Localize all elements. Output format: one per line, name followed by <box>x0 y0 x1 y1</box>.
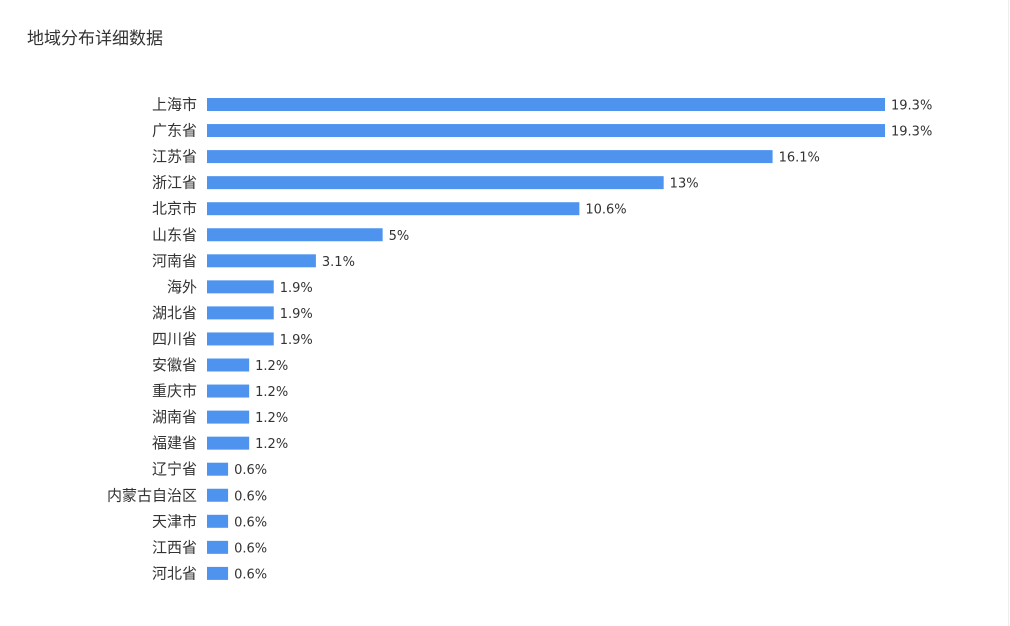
category-label: 安徽省 <box>152 356 197 374</box>
category-label: 重庆市 <box>152 382 197 400</box>
category-label: 天津市 <box>152 512 197 530</box>
bar[interactable] <box>207 280 274 294</box>
bar[interactable] <box>207 410 250 424</box>
category-label: 河南省 <box>152 252 197 270</box>
category-label: 内蒙古自治区 <box>107 486 197 504</box>
category-label: 江西省 <box>152 538 197 556</box>
category-label: 湖北省 <box>152 304 197 322</box>
bar[interactable] <box>207 384 250 398</box>
bar[interactable] <box>207 254 316 268</box>
value-label: 1.9% <box>280 307 313 322</box>
value-label: 0.6% <box>234 515 267 530</box>
category-label: 辽宁省 <box>152 460 197 478</box>
bar[interactable] <box>207 514 229 528</box>
value-label: 3.1% <box>322 255 355 270</box>
bar[interactable] <box>207 332 274 346</box>
value-label: 1.9% <box>280 333 313 348</box>
bar[interactable] <box>207 358 250 372</box>
bar[interactable] <box>207 150 773 164</box>
value-label: 1.9% <box>280 281 313 296</box>
category-label: 浙江省 <box>152 174 197 192</box>
bar[interactable] <box>207 540 229 554</box>
value-label: 1.2% <box>255 385 288 400</box>
category-label: 河北省 <box>152 564 197 582</box>
category-label: 四川省 <box>152 330 197 348</box>
category-label: 上海市 <box>152 96 197 114</box>
category-label: 海外 <box>167 278 197 296</box>
value-label: 10.6% <box>585 203 626 218</box>
bar[interactable] <box>207 436 250 450</box>
bar[interactable] <box>207 176 664 190</box>
bar[interactable] <box>207 202 580 216</box>
value-label: 0.6% <box>234 567 267 582</box>
value-label: 13% <box>670 177 699 192</box>
value-label: 19.3% <box>891 125 932 140</box>
bar[interactable] <box>207 566 229 580</box>
category-label: 福建省 <box>152 434 197 452</box>
bar[interactable] <box>207 124 885 138</box>
category-label: 湖南省 <box>152 408 197 426</box>
bar[interactable] <box>207 228 383 242</box>
value-label: 5% <box>389 229 410 244</box>
bar[interactable] <box>207 488 229 502</box>
category-label: 江苏省 <box>152 148 197 166</box>
page-title: 地域分布详细数据 <box>27 29 163 49</box>
value-label: 1.2% <box>255 437 288 452</box>
value-label: 0.6% <box>234 541 267 556</box>
value-label: 0.6% <box>234 489 267 504</box>
bar[interactable] <box>207 462 229 476</box>
value-label: 0.6% <box>234 463 267 478</box>
value-label: 16.1% <box>779 151 820 166</box>
category-label: 北京市 <box>152 200 197 218</box>
category-label: 广东省 <box>152 122 197 140</box>
category-label: 山东省 <box>152 226 197 244</box>
bar[interactable] <box>207 98 885 111</box>
bar[interactable] <box>207 306 274 320</box>
value-label: 19.3% <box>891 99 932 114</box>
value-label: 1.2% <box>255 411 288 426</box>
value-label: 1.2% <box>255 359 288 374</box>
